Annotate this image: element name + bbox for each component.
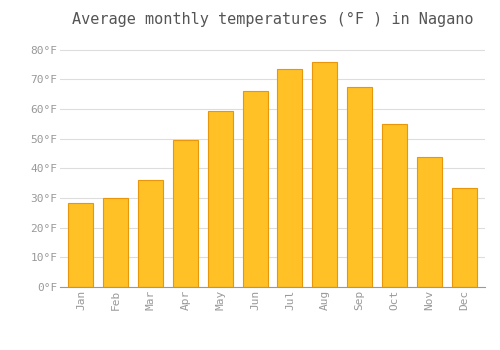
Bar bbox=[347, 87, 372, 287]
Bar bbox=[208, 111, 233, 287]
Bar bbox=[416, 156, 442, 287]
Bar bbox=[68, 203, 94, 287]
Bar bbox=[452, 188, 476, 287]
Title: Average monthly temperatures (°F ) in Nagano: Average monthly temperatures (°F ) in Na… bbox=[72, 12, 473, 27]
Bar bbox=[312, 62, 338, 287]
Bar bbox=[138, 180, 163, 287]
Bar bbox=[382, 124, 407, 287]
Bar bbox=[242, 91, 268, 287]
Bar bbox=[103, 198, 128, 287]
Bar bbox=[173, 140, 198, 287]
Bar bbox=[278, 69, 302, 287]
